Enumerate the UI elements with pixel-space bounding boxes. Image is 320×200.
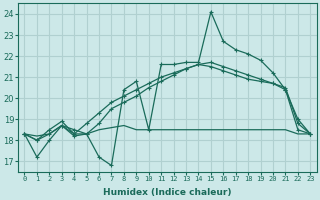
- X-axis label: Humidex (Indice chaleur): Humidex (Indice chaleur): [103, 188, 232, 197]
